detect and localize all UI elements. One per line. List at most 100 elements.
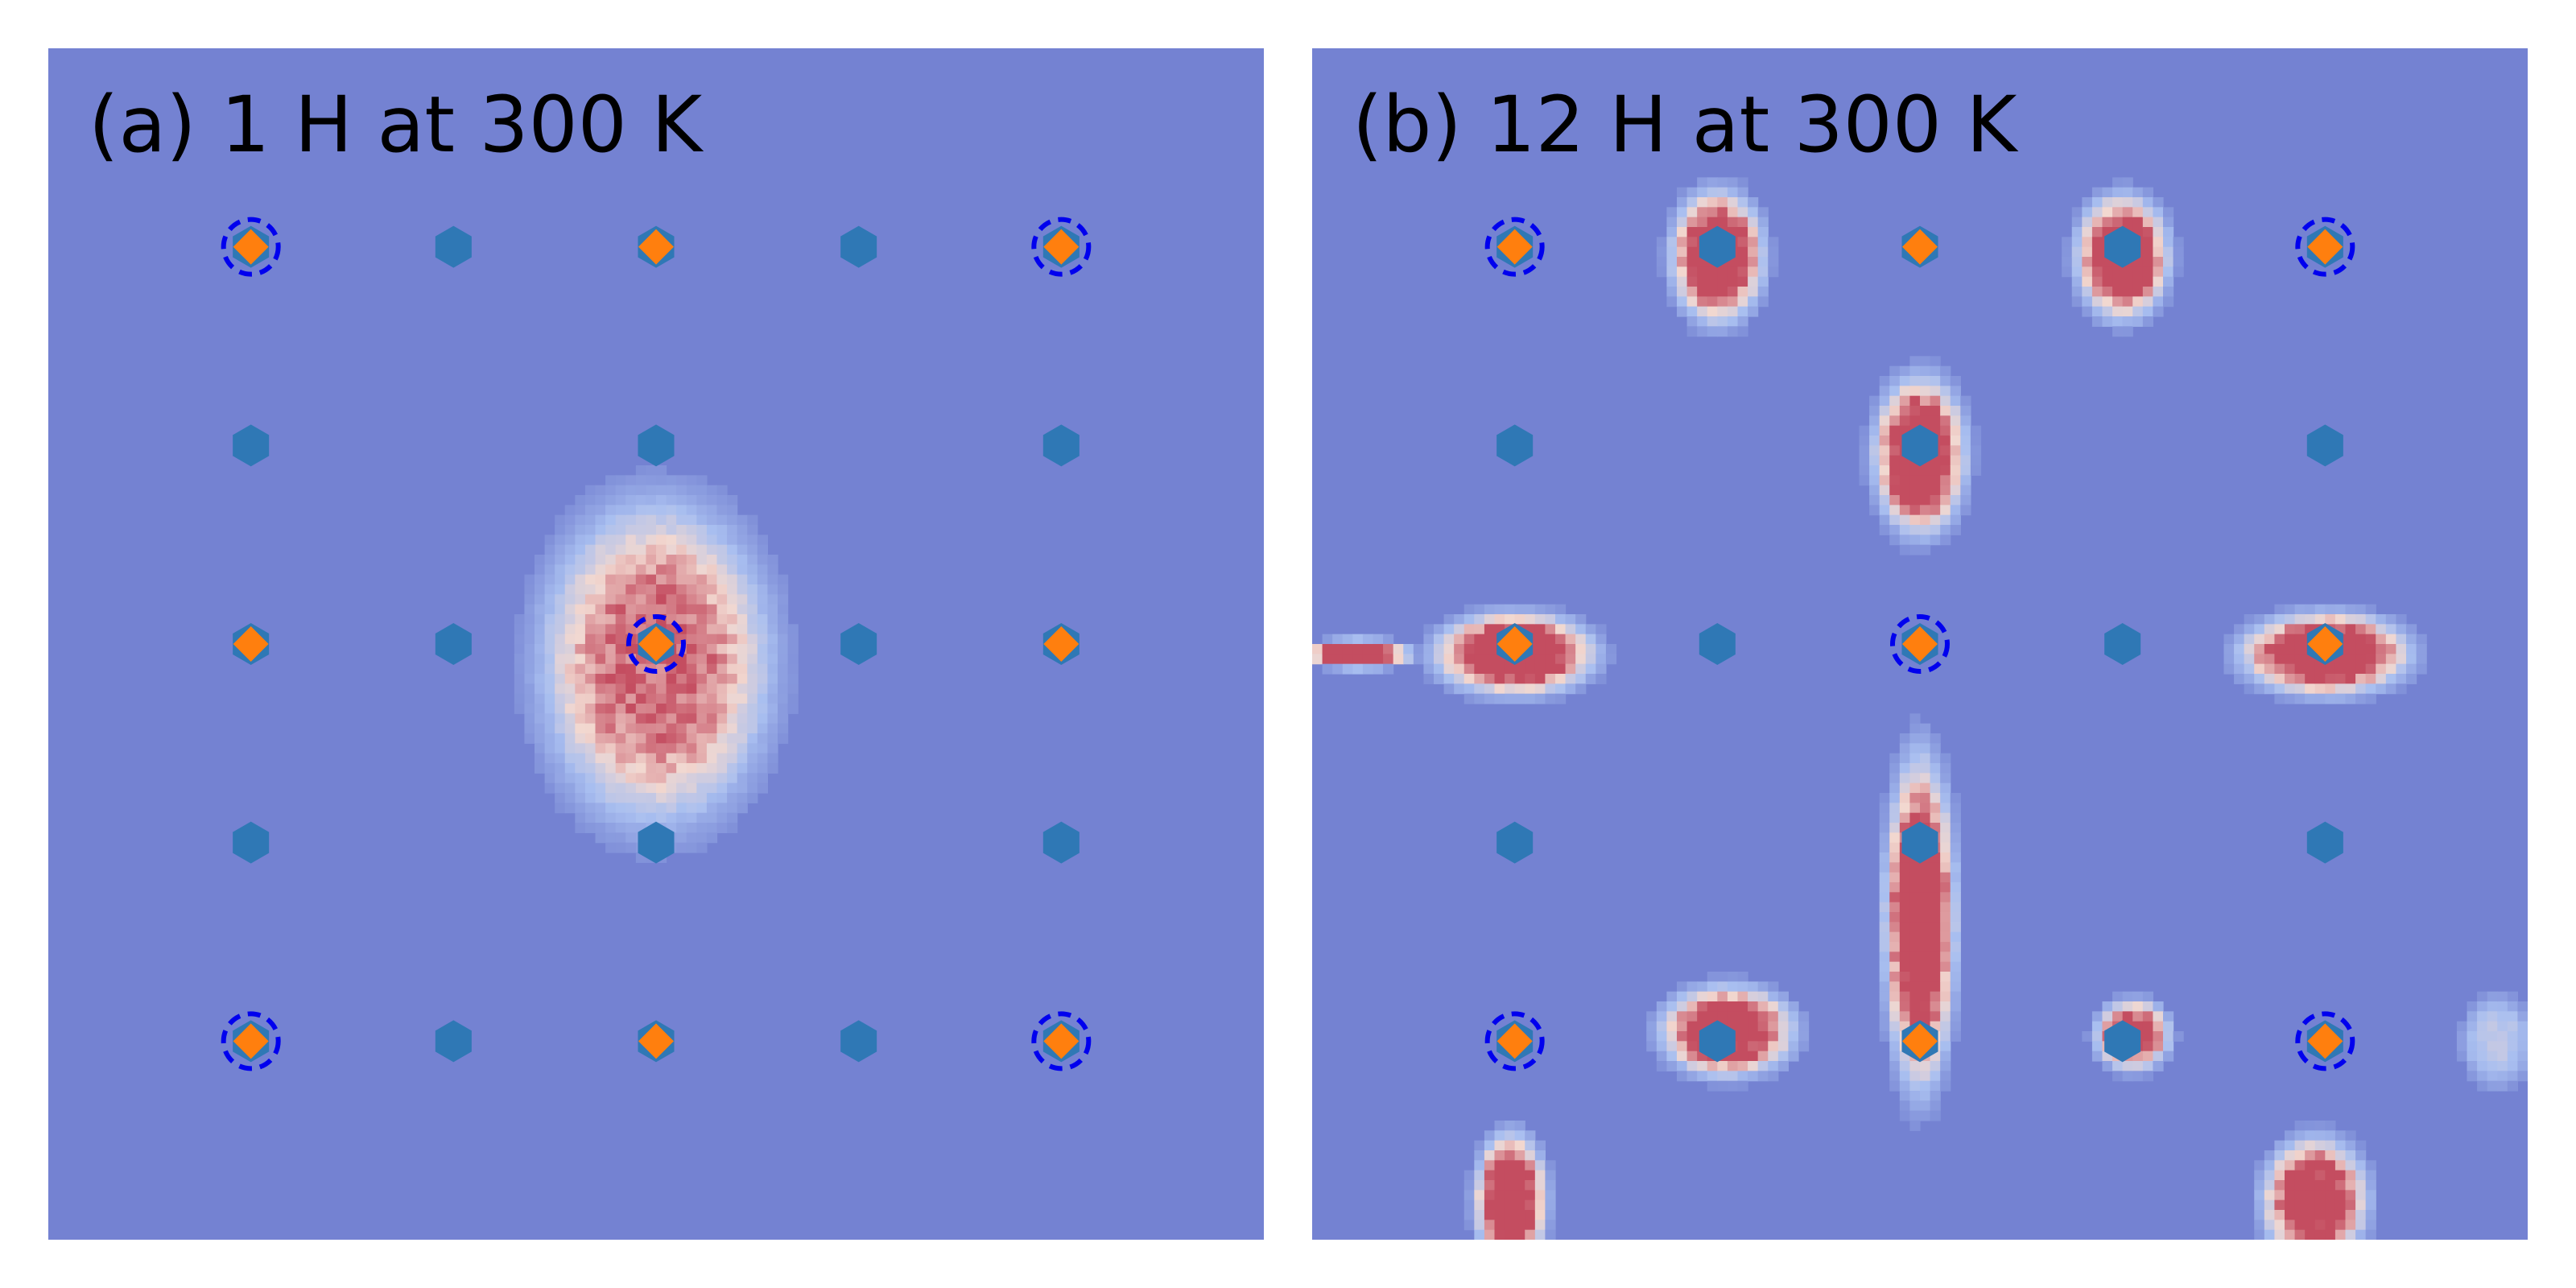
- density-cell: [1585, 663, 1596, 675]
- density-cell: [686, 763, 697, 774]
- density-cell: [1443, 663, 1455, 675]
- density-cell: [1514, 663, 1525, 675]
- density-cell: [706, 624, 718, 635]
- density-cell: [1484, 644, 1496, 654]
- density-cell: [1454, 683, 1465, 695]
- density-cell: [747, 544, 758, 555]
- density-cell: [1940, 395, 1951, 407]
- density-cell: [1899, 981, 1911, 993]
- density-cell: [584, 654, 597, 665]
- density-cell: [1950, 952, 1961, 963]
- density-cell: [646, 753, 657, 764]
- density-cell: [544, 663, 555, 675]
- density-cell: [1434, 644, 1445, 654]
- density-cell: [2305, 1180, 2316, 1191]
- density-cell: [1930, 1080, 1941, 1092]
- density-cell: [1423, 624, 1435, 635]
- density-cell: [696, 514, 708, 526]
- density-cell: [1474, 1150, 1485, 1161]
- density-cell: [2071, 246, 2083, 258]
- density-cell: [2153, 266, 2164, 278]
- density-cell: [2314, 1130, 2326, 1141]
- density-cell: [1920, 386, 1931, 397]
- density-cell: [2365, 614, 2376, 625]
- density-cell: [2355, 604, 2367, 615]
- density-cell: [696, 753, 708, 764]
- density-cell: [2153, 246, 2164, 258]
- density-cell: [1727, 1061, 1739, 1071]
- density-cell: [1950, 495, 1961, 506]
- density-cell: [2477, 1080, 2488, 1092]
- density-cell: [555, 574, 566, 585]
- density-cell: [1727, 1080, 1739, 1092]
- density-cell: [2285, 1220, 2296, 1231]
- density-cell: [1889, 535, 1901, 546]
- density-cell: [535, 683, 546, 695]
- density-cell: [2294, 1121, 2306, 1131]
- density-cell: [1575, 644, 1587, 654]
- density-cell: [2325, 1121, 2336, 1131]
- density-cell: [1514, 614, 1525, 625]
- density-cell: [1737, 1011, 1748, 1022]
- density-cell: [2244, 644, 2255, 654]
- density-cell: [575, 782, 586, 794]
- density-cell: [2314, 1190, 2326, 1201]
- density-cell: [1899, 793, 1911, 803]
- hexagon-site-marker: [1042, 821, 1080, 864]
- density-cell: [1565, 674, 1576, 684]
- density-cell: [1605, 654, 1617, 665]
- density-cell: [1940, 793, 1951, 803]
- density-cell: [676, 704, 687, 714]
- density-cell: [1656, 1061, 1668, 1071]
- density-cell: [1474, 624, 1485, 635]
- density-cell: [1484, 663, 1496, 675]
- density-cell: [2365, 604, 2376, 615]
- density-cell: [2122, 187, 2133, 198]
- density-cell: [1717, 287, 1728, 297]
- density-cell: [666, 704, 677, 714]
- density-cell: [635, 505, 647, 516]
- density-cell: [747, 713, 758, 724]
- density-cell: [1940, 773, 1951, 784]
- density-cell: [1940, 991, 1951, 1002]
- density-cell: [1768, 1041, 1779, 1052]
- density-cell: [625, 803, 637, 814]
- density-cell: [1899, 415, 1911, 427]
- density-cell: [1505, 1160, 1516, 1171]
- density-cell: [696, 495, 708, 506]
- density-cell: [1484, 1140, 1496, 1151]
- density-cell: [1474, 1229, 1485, 1240]
- density-cell: [1940, 485, 1951, 496]
- density-cell: [1930, 773, 1941, 784]
- density-cell: [737, 525, 748, 535]
- density-cell: [564, 693, 576, 704]
- density-cell: [1889, 495, 1901, 506]
- density-cell: [1525, 1180, 1536, 1191]
- density-cell: [605, 793, 617, 803]
- density-cell: [686, 842, 697, 853]
- density-cell: [524, 604, 535, 615]
- density-cell: [1505, 1140, 1516, 1151]
- density-cell: [1677, 1061, 1688, 1071]
- hexagon-site-marker: [840, 225, 877, 268]
- density-cell: [635, 723, 647, 734]
- density-cell: [2264, 614, 2276, 625]
- density-cell: [1950, 981, 1961, 993]
- density-cell: [666, 535, 677, 546]
- density-cell: [1494, 1210, 1505, 1220]
- density-cell: [2365, 634, 2376, 645]
- density-cell: [1869, 505, 1880, 516]
- density-cell: [1899, 1011, 1911, 1022]
- hexagon-site-marker: [840, 1020, 877, 1063]
- density-cell: [1869, 495, 1880, 506]
- density-cell: [716, 555, 728, 565]
- density-cell: [1666, 1061, 1678, 1071]
- density-cell: [2122, 326, 2133, 337]
- hexagon-site-marker: [2306, 424, 2343, 467]
- density-cell: [646, 485, 657, 496]
- density-cell: [1332, 654, 1344, 665]
- density-cell: [544, 535, 555, 546]
- density-cell: [1768, 1051, 1779, 1062]
- density-cell: [737, 644, 748, 654]
- density-cell: [686, 674, 697, 684]
